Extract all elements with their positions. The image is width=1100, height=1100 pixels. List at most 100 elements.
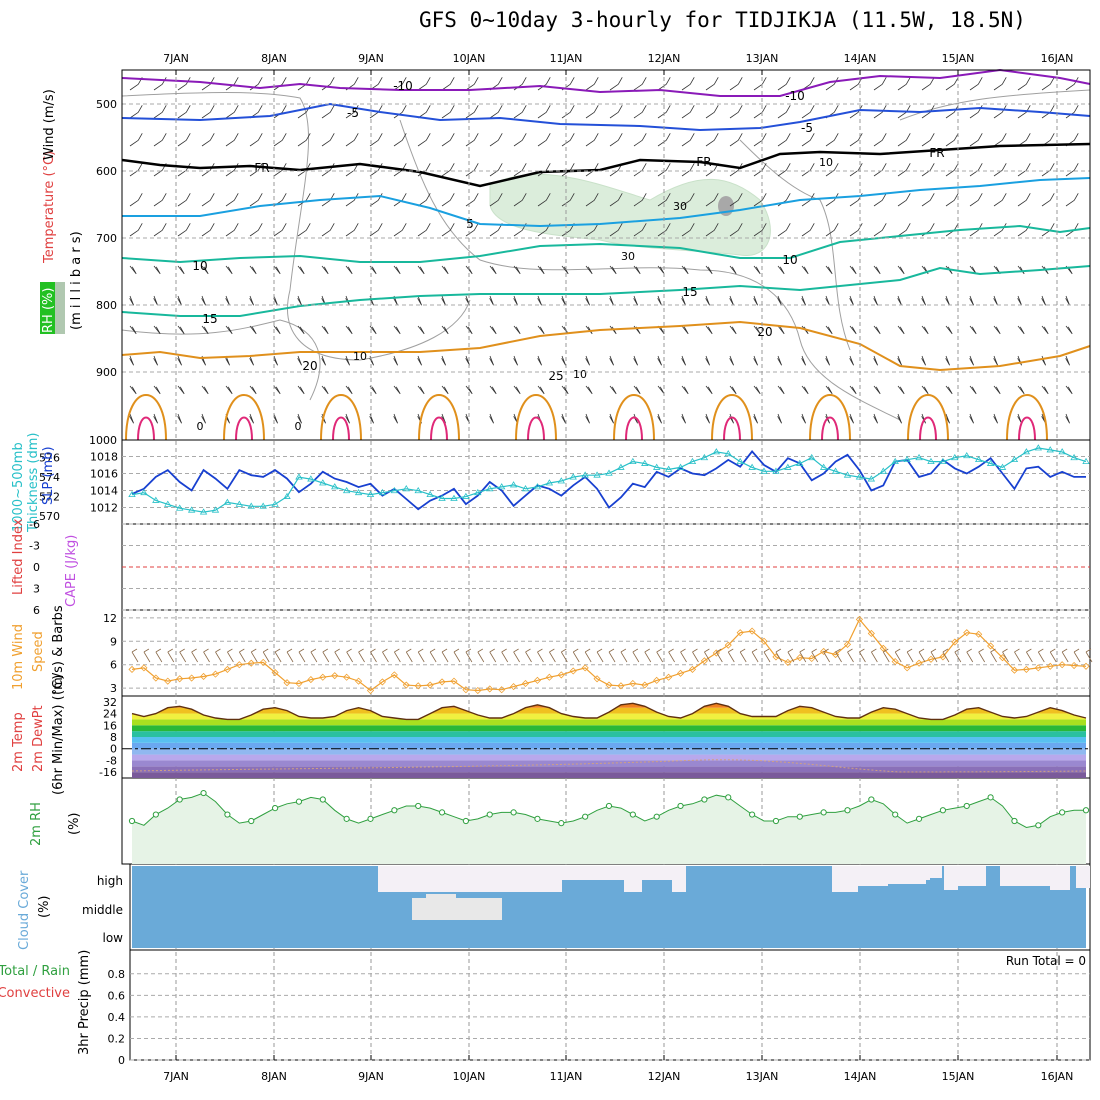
wind-barb	[225, 385, 233, 395]
thickness-point	[736, 457, 744, 464]
wind-barb	[873, 355, 878, 366]
surface-wind-barb	[155, 648, 163, 663]
surface-wind-barb	[298, 648, 306, 663]
wind-barb	[945, 355, 950, 366]
wind-barb	[225, 133, 239, 147]
wind-speed-point	[927, 655, 935, 663]
wind-barb	[369, 223, 383, 237]
wind-barb	[489, 355, 494, 366]
thickness-point	[796, 459, 804, 466]
surface-wind-barb	[799, 648, 807, 663]
wind-barb	[801, 355, 806, 366]
surface-wind-barb	[859, 648, 866, 663]
wind-barb	[249, 355, 254, 366]
wind-barb	[201, 133, 215, 147]
wind-speed-point	[533, 676, 542, 684]
surface-wind-barb	[453, 648, 461, 663]
temp-color-band	[132, 703, 1086, 708]
surface-wind-barb	[465, 648, 473, 663]
surface-wind-barb	[227, 648, 234, 663]
wind-barb	[585, 355, 590, 366]
thickness-point	[879, 467, 887, 474]
wind-barb	[585, 265, 593, 275]
surface-wind-barb	[918, 648, 926, 663]
rh-point	[510, 809, 517, 816]
wind-barb	[153, 295, 158, 306]
contour-label: 10	[782, 253, 797, 267]
top-day-label: 7JAN	[163, 52, 189, 65]
temp-contour-15	[121, 265, 1091, 317]
thickness-point	[319, 479, 327, 486]
wind-barb	[465, 133, 479, 147]
wind-barb	[153, 223, 167, 237]
wind-tick-label: 9	[110, 635, 117, 648]
wind-speed-point	[271, 668, 279, 677]
wind-barb	[825, 223, 839, 237]
wind-barb	[489, 325, 497, 335]
wind-barb	[321, 105, 335, 119]
wind-speed-point	[843, 640, 852, 648]
wind-barb	[777, 163, 791, 177]
wind-barb	[441, 265, 449, 275]
rh-point	[749, 811, 756, 818]
wind-barb	[441, 325, 449, 335]
cape-label: CAPE (J/kg)	[64, 535, 79, 607]
cloud-tick-label: high	[97, 874, 123, 888]
pressure-axis-label: (m i l l i b a r s)	[69, 231, 84, 330]
bottom-day-label: 14JAN	[844, 1070, 877, 1083]
wind-barb	[513, 193, 527, 207]
wind-barb	[825, 295, 830, 306]
surface-wind-barb	[620, 648, 628, 663]
wind-barb	[177, 355, 182, 366]
surface-wind-barb	[191, 648, 198, 663]
wind-barb	[753, 223, 767, 237]
wind-speed-point	[760, 637, 768, 645]
wind-barb	[561, 355, 566, 366]
contour-label: -5	[801, 121, 813, 135]
wind-barb	[753, 385, 761, 395]
temp-contour-20	[121, 320, 1091, 372]
wind-barb	[201, 223, 215, 237]
wind-barb	[657, 295, 662, 306]
wind-barb	[681, 105, 695, 119]
wind-barb	[537, 325, 545, 335]
surface-wind-barb	[537, 648, 544, 663]
thickness-point	[843, 471, 852, 478]
surface-wind-barb	[1014, 648, 1021, 663]
wind-barb	[921, 295, 926, 306]
rh-axis-label: RH (%)	[41, 288, 56, 333]
li-tick-label: -3	[29, 540, 40, 553]
cloud-white-block	[918, 866, 930, 880]
wind-barb	[681, 163, 695, 177]
bottom-day-label: 9JAN	[358, 1070, 384, 1083]
wind-barb	[129, 413, 134, 424]
contour-label: -10	[393, 79, 413, 93]
wind-barb	[225, 295, 230, 306]
wind-barb	[249, 413, 254, 424]
surface-wind-barb	[692, 648, 699, 663]
temperature-axis-label: Temperature (°C)	[42, 151, 57, 264]
wind-speed-point	[1022, 665, 1030, 673]
surface-wind-barb	[370, 648, 377, 663]
thickness-point	[748, 463, 756, 470]
rh-point	[486, 811, 493, 818]
thickness-point	[998, 463, 1007, 470]
wind-barb	[249, 223, 263, 237]
temp-color-band	[132, 713, 1086, 720]
wind-barb	[753, 413, 758, 424]
surface-wind-barb	[394, 648, 401, 663]
wind-barb	[609, 105, 623, 119]
wind-barb	[945, 295, 950, 306]
wind-barb	[201, 295, 206, 306]
wind-barb	[993, 413, 998, 424]
wind-barb	[609, 413, 614, 424]
wind-barb	[321, 355, 326, 366]
wind-barb	[321, 325, 329, 335]
thickness-point	[295, 473, 303, 480]
wind-barb	[561, 295, 566, 306]
thickness-point	[223, 498, 232, 505]
thickness-point	[557, 477, 566, 484]
rh2m-label-2: (%)	[67, 813, 82, 836]
wind-barb	[609, 77, 623, 91]
wind-speed-point	[486, 685, 494, 693]
